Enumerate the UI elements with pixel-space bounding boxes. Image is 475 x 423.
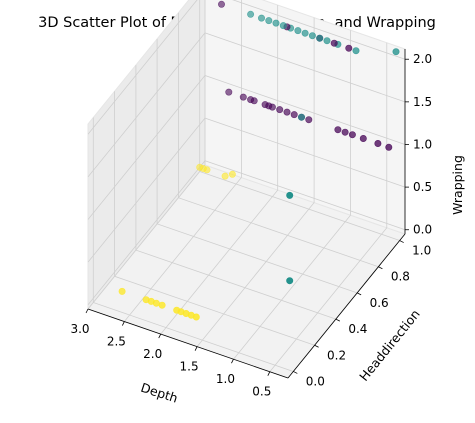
data-points <box>118 0 400 321</box>
grid-line-z <box>87 0 406 135</box>
y-tick-mark <box>356 292 362 296</box>
scatter-point <box>173 306 181 314</box>
tick-labels: 0.51.01.52.02.53.00.00.20.40.60.81.00.00… <box>70 52 432 398</box>
x-axis-label: Depth <box>139 380 180 406</box>
scatter-point <box>323 37 331 45</box>
scatter-point <box>352 47 360 55</box>
scatter-point <box>297 113 305 121</box>
y-tick-label: 0.6 <box>370 296 389 310</box>
scatter-point <box>261 101 269 109</box>
scatter-point <box>308 32 316 40</box>
scatter-point <box>225 88 233 96</box>
x-axis-line <box>87 308 289 379</box>
grid-line-y <box>92 117 294 372</box>
axes-panes <box>87 0 406 379</box>
x-tick-mark <box>85 308 89 314</box>
gridlines <box>87 0 406 372</box>
grid-line-x <box>160 5 279 335</box>
scatter-point <box>345 44 353 52</box>
x-tick-label: 2.5 <box>107 335 126 349</box>
x-tick-mark <box>122 321 125 326</box>
scatter-point <box>341 128 349 136</box>
scatter-point <box>374 140 382 148</box>
scatter-point <box>330 39 338 47</box>
scatter-point <box>286 191 294 199</box>
scatter-point <box>247 10 255 18</box>
grid-line-y <box>199 0 400 241</box>
grid-line-x <box>196 17 315 347</box>
grid-line-y <box>177 12 379 268</box>
scatter-point <box>228 170 236 178</box>
scatter-point <box>279 22 287 30</box>
grid-line-z <box>87 117 406 263</box>
z-tick-label: 0.0 <box>413 223 432 237</box>
scatter-point <box>359 135 367 143</box>
scatter-point <box>392 48 400 56</box>
scatter-point <box>385 143 393 151</box>
scatter-point <box>265 17 273 25</box>
scatter-point <box>272 19 280 27</box>
scatter-point <box>316 34 324 42</box>
x-tick-label: 1.0 <box>216 372 235 386</box>
scatter-point <box>283 108 291 116</box>
scatter-point <box>290 111 298 119</box>
scatter-point <box>305 116 313 124</box>
x-tick-label: 1.5 <box>180 360 199 374</box>
scatter-point <box>334 126 342 134</box>
x-tick-mark <box>267 371 271 376</box>
y-tick-label: 0.4 <box>348 322 367 336</box>
scatter-point <box>301 29 309 37</box>
grid-line-y <box>135 65 337 320</box>
scatter-point <box>218 0 226 8</box>
x-tick-mark <box>231 359 234 364</box>
scatter-point <box>276 106 284 114</box>
x-tick-label: 0.5 <box>252 385 271 399</box>
scatter-point <box>294 27 302 35</box>
grid-line-y <box>156 38 358 294</box>
z-tick-label: 1.0 <box>413 137 432 151</box>
scatter-point <box>247 96 255 104</box>
scatter-point <box>286 277 294 285</box>
y-tick-mark <box>335 318 341 322</box>
grid-line-z <box>87 160 406 305</box>
x-tick-label: 2.0 <box>143 347 162 361</box>
y-tick-label: 1.0 <box>412 244 431 258</box>
z-axis-label: Wrapping <box>450 155 465 215</box>
y-tick-mark <box>378 266 383 270</box>
grid-line-x <box>124 0 242 322</box>
x-tick-label: 3.0 <box>70 322 89 336</box>
z-tick-label: 0.5 <box>413 180 432 194</box>
y-axis-line <box>287 233 406 379</box>
scatter-point <box>348 131 356 139</box>
scatter-point <box>158 301 166 309</box>
scatter-point <box>142 296 150 304</box>
axes-lines <box>87 49 406 379</box>
y-tick-mark <box>399 240 404 243</box>
grid-line-x <box>269 42 388 372</box>
grid-line-z <box>87 32 406 178</box>
scatter-point <box>118 287 126 295</box>
scatter-point <box>239 93 247 101</box>
y-tick-label: 0.2 <box>327 348 346 362</box>
x-tick-mark <box>158 333 162 339</box>
z-tick-label: 1.5 <box>413 95 432 109</box>
y-axis-label: Headdirection <box>356 306 423 383</box>
y-tick-mark <box>314 344 319 348</box>
y-tick-label: 0.0 <box>306 374 325 388</box>
y-tick-label: 0.8 <box>391 270 410 284</box>
y-tick-mark <box>293 371 298 374</box>
z-tick-label: 2.0 <box>413 52 432 66</box>
scatter-point <box>196 163 204 171</box>
scatter-point <box>221 172 229 180</box>
x-tick-mark <box>194 346 198 351</box>
grid-line-x <box>87 0 206 310</box>
grid-line-x <box>233 30 351 360</box>
scatter-point <box>257 14 265 22</box>
grid-line-y <box>114 91 315 346</box>
grid-line-z <box>87 75 406 220</box>
